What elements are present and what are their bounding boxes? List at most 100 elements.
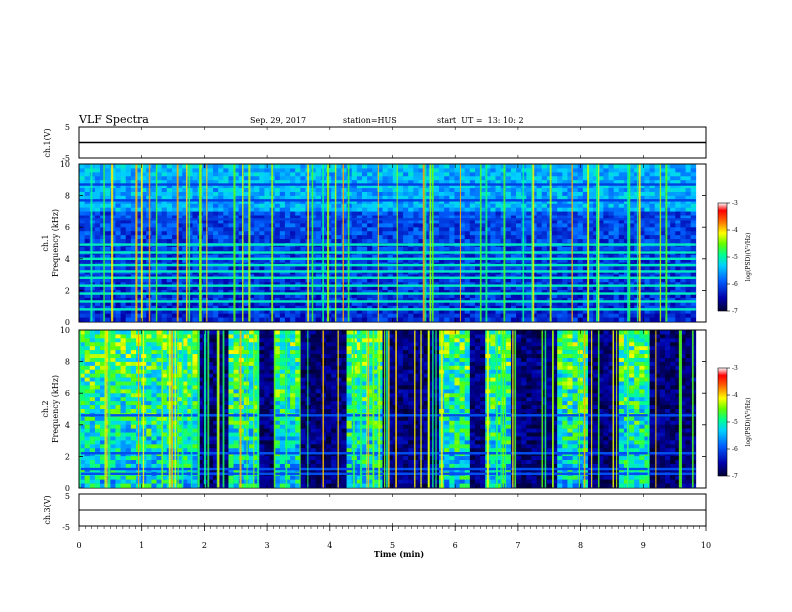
spectrogram-cell [675,294,681,299]
spectrogram-cell [89,309,96,314]
spectrogram-cell [171,180,178,185]
spectrogram-cell [192,191,198,197]
spectrogram-cell [408,246,414,252]
spectrogram-cell [562,199,568,205]
spectrogram-cell [449,219,455,224]
spectrogram-cell [454,266,460,271]
spectrogram-cell [331,215,337,220]
spectrogram-cell [654,227,661,232]
spectrogram-cell [310,231,317,236]
spectrogram-cell [115,274,121,279]
spectrogram-cell [130,282,137,287]
spectrogram-cell [685,254,692,259]
spectrogram-cell [587,282,594,287]
spectrogram-cell [392,274,399,279]
spectrogram-cell [213,254,219,259]
spectrogram-cell [274,199,281,205]
spectrogram-cell [623,191,630,197]
spectrogram-cell [120,184,127,189]
spectrogram-cell [670,207,676,212]
spectrogram-cell [341,282,347,287]
spectrogram-cell [444,301,450,307]
spectrogram-cell [182,309,188,314]
spectrogram-cell [474,301,481,307]
spectrogram-cell [377,235,383,240]
spectrogram-cell [130,203,137,208]
spectrogram-cell [233,258,240,263]
spectrogram-cell [89,436,96,441]
spectrogram-cell [433,290,440,295]
spectrogram-cell [79,223,85,228]
spectrogram-cell [372,227,378,232]
spectrogram-cell [500,305,507,311]
spectrogram-cell [510,309,517,314]
spectrogram-cell [223,235,229,240]
spectrogram-cell [356,317,363,322]
spectrogram-cell [469,191,476,197]
spectrogram-cell [644,203,650,208]
spectrogram-cell [207,239,214,244]
spectrogram-cell [577,219,584,224]
spectrogram-cell [464,215,471,220]
spectrogram-cell [254,313,260,318]
spectrogram-cell [315,290,322,295]
spectrogram-cell [449,168,455,173]
spectrogram-cell [259,294,265,299]
spectrogram-cell [536,207,543,212]
spectrogram-cell [377,223,383,228]
spectrogram-cell [233,211,240,216]
spectrogram-cell [79,393,85,398]
spectrogram-cell [464,188,471,193]
spectrogram-cell [418,290,424,295]
spectrogram-cell [454,286,460,291]
spectrogram-cell [587,235,594,240]
spectrogram-cell [310,199,317,205]
spectrogram-cell [151,317,157,322]
spectrogram-cell [613,207,620,212]
spectrogram-cell [685,297,692,303]
spectrogram-cell [84,199,91,205]
spectrogram-cell [408,188,414,193]
spectrogram-cell [382,180,388,185]
spectrogram-cell [79,219,85,224]
spectrogram-cell [516,305,522,311]
spectrogram-cell [690,254,697,259]
spectrogram-cell [336,188,342,193]
spectrogram-cell [243,168,250,173]
spectrogram-cell [310,164,317,169]
spectrogram-cell [680,258,686,263]
spectrogram-cell [315,164,322,169]
spectrogram-cell [279,258,286,263]
spectrogram-cell [557,207,563,212]
spectrogram-cell [469,176,476,181]
spectrogram-cell [192,223,198,228]
spectrogram-cell [89,199,96,205]
spectrogram-cell [115,207,121,212]
spectrogram-cell [166,215,173,220]
spectrogram-cell [541,203,548,208]
spectrogram-cell [480,227,486,232]
spectrogram-cell [120,294,127,299]
spectrogram-cell [84,405,91,410]
spectrogram-cell [659,297,666,303]
spectrogram-cell [598,309,604,314]
spectrogram-cell [171,290,178,295]
spectrogram-cell [351,219,358,224]
spectrogram-cell [439,203,445,208]
spectrogram-cell [603,305,609,311]
spectrogram-cell [516,184,522,189]
spectrogram-cell [433,227,440,232]
spectrogram-cell [331,239,337,244]
spectrogram-cell [557,274,563,279]
spectrogram-cell [598,235,604,240]
spectrogram-cell [218,219,224,224]
spectrogram-cell [259,172,265,177]
spectrogram-cell [295,184,301,189]
spectrogram-cell [202,219,209,224]
spectrogram-cell [161,258,168,263]
spectrogram-cell [403,168,409,173]
spectrogram-cell [670,231,676,236]
spectrogram-cell [248,227,255,232]
spectrogram-cell [254,301,260,307]
spectrogram-cell [254,254,260,259]
